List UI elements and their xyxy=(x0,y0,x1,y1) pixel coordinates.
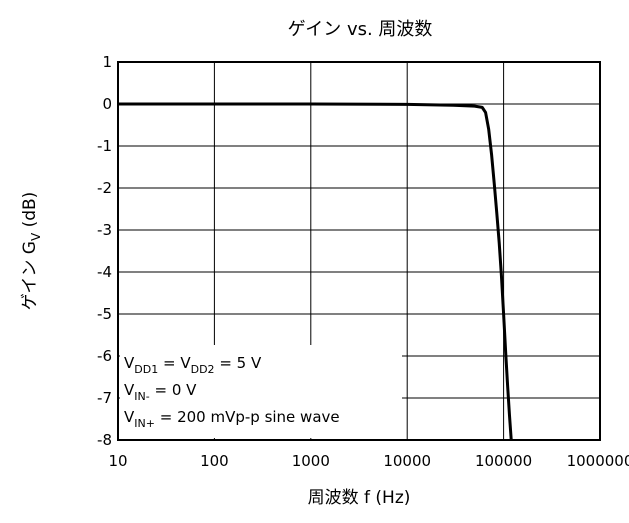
x-tick-label: 100 xyxy=(200,452,229,470)
x-tick-label: 1000000 xyxy=(567,452,629,470)
series-layer xyxy=(118,102,513,441)
y-tick-label: -1 xyxy=(97,137,112,155)
y-axis-title: ゲイン GV (dB) xyxy=(20,192,43,311)
annotation: VDD1 = VDD2 = 5 V VIN- = 0 V VIN+ = 200 mV… xyxy=(120,345,402,438)
y-tick-label: -2 xyxy=(97,179,112,197)
y-tick-label: -6 xyxy=(97,347,112,365)
series-line xyxy=(118,102,513,441)
y-tick-label: 0 xyxy=(102,95,112,113)
x-tick-label: 1000 xyxy=(292,452,330,470)
y-tick-label: -4 xyxy=(97,263,112,281)
x-axis-title: 周波数 f (Hz) xyxy=(308,488,411,508)
x-tick-label: 100000 xyxy=(475,452,532,470)
chart-title: ゲイン vs. 周波数 xyxy=(288,19,433,40)
tick-labels: 10 100 1000 10000 100000 100000010-1-2-3-4-5-… xyxy=(97,53,629,470)
y-tick-label: -7 xyxy=(97,389,112,407)
annotation-line: VIN- = 0 V xyxy=(124,381,197,403)
x-tick-label: 10000 xyxy=(383,452,431,470)
y-tick-label: -3 xyxy=(97,221,112,239)
x-tick-label: 10 xyxy=(108,452,127,470)
annotation-line: VDD1 = VDD2 = 5 V xyxy=(124,354,262,376)
plot-frame xyxy=(117,61,601,441)
y-tick-label: -8 xyxy=(97,431,112,449)
y-tick-label: 1 xyxy=(102,53,112,71)
annotation-background xyxy=(120,345,402,438)
annotation-line: VIN+ = 200 mVp-p sine wave xyxy=(124,408,340,430)
y-tick-label: -5 xyxy=(97,305,112,323)
